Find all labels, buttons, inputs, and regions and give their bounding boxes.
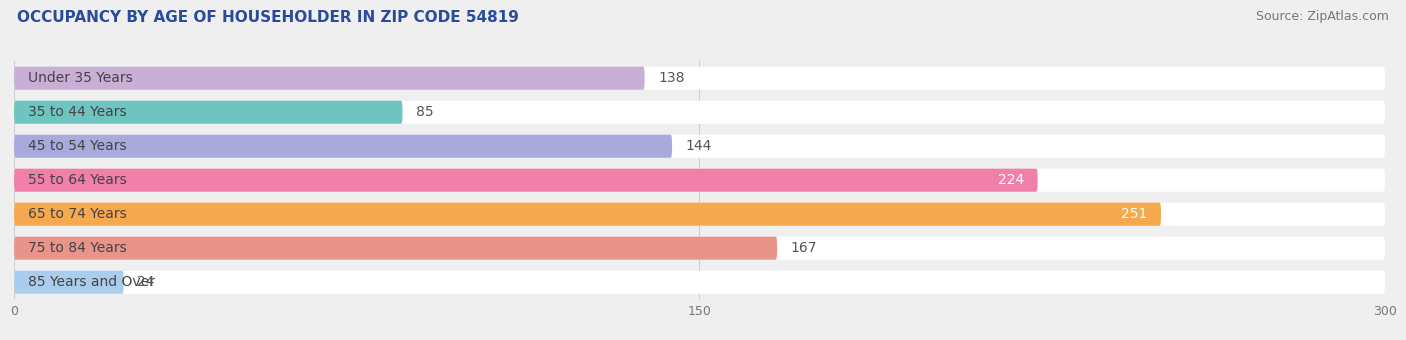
- Text: 167: 167: [790, 241, 817, 255]
- FancyBboxPatch shape: [14, 101, 1385, 124]
- Text: 144: 144: [686, 139, 713, 153]
- FancyBboxPatch shape: [14, 203, 1385, 226]
- Text: 75 to 84 Years: 75 to 84 Years: [28, 241, 127, 255]
- FancyBboxPatch shape: [14, 67, 645, 90]
- Text: 24: 24: [138, 275, 155, 289]
- Text: 65 to 74 Years: 65 to 74 Years: [28, 207, 127, 221]
- FancyBboxPatch shape: [14, 271, 1385, 294]
- Text: Under 35 Years: Under 35 Years: [28, 71, 132, 85]
- FancyBboxPatch shape: [14, 67, 1385, 90]
- FancyBboxPatch shape: [14, 237, 1385, 260]
- Text: 224: 224: [998, 173, 1024, 187]
- FancyBboxPatch shape: [14, 271, 124, 294]
- Text: 138: 138: [658, 71, 685, 85]
- FancyBboxPatch shape: [14, 237, 778, 260]
- FancyBboxPatch shape: [14, 169, 1038, 192]
- Text: 85 Years and Over: 85 Years and Over: [28, 275, 155, 289]
- FancyBboxPatch shape: [14, 169, 1385, 192]
- Text: 45 to 54 Years: 45 to 54 Years: [28, 139, 127, 153]
- Text: Source: ZipAtlas.com: Source: ZipAtlas.com: [1256, 10, 1389, 23]
- FancyBboxPatch shape: [14, 101, 402, 124]
- Text: 85: 85: [416, 105, 434, 119]
- Text: 55 to 64 Years: 55 to 64 Years: [28, 173, 127, 187]
- FancyBboxPatch shape: [14, 135, 1385, 158]
- Text: 35 to 44 Years: 35 to 44 Years: [28, 105, 127, 119]
- FancyBboxPatch shape: [14, 203, 1161, 226]
- Text: 251: 251: [1121, 207, 1147, 221]
- Text: OCCUPANCY BY AGE OF HOUSEHOLDER IN ZIP CODE 54819: OCCUPANCY BY AGE OF HOUSEHOLDER IN ZIP C…: [17, 10, 519, 25]
- FancyBboxPatch shape: [14, 135, 672, 158]
